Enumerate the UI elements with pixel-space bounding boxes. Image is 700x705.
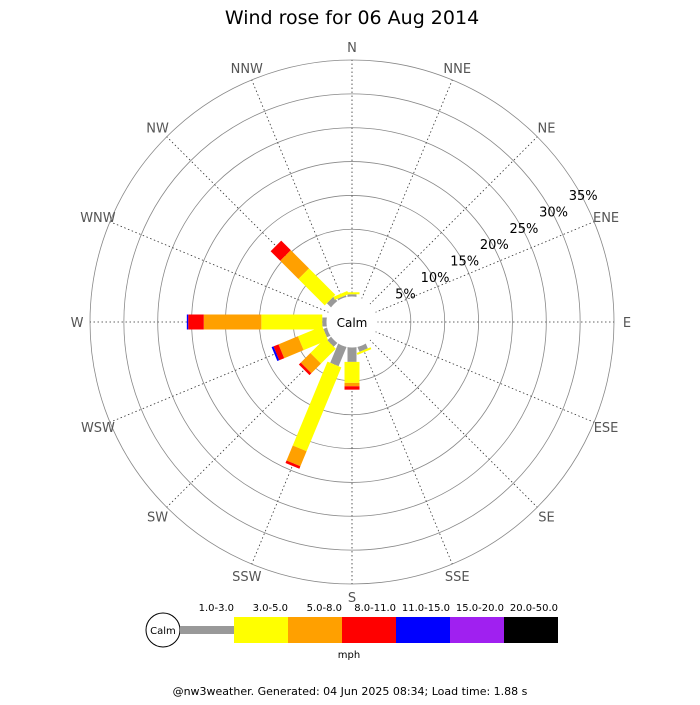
legend-swatch [180,626,234,634]
chart-title: Wind rose for 06 Aug 2014 [225,7,479,29]
ring-label: 30% [539,205,568,220]
direction-label: S [348,591,356,606]
calm-label: Calm [337,316,368,330]
grid-spoke [166,339,335,508]
legend-swatch [396,617,450,643]
direction-label: NW [146,122,169,137]
direction-label: SW [147,510,168,525]
legend-swatch [504,617,558,643]
wind-bar-segment [280,250,309,279]
legend-units: mph [338,650,360,661]
ring-label: 25% [509,222,538,237]
wind-bars [186,240,372,469]
ring-label: 15% [450,255,479,270]
wind-bar-segment [330,343,347,367]
legend-bin-label: 15.0-20.0 [456,603,504,614]
direction-label: NE [537,122,555,137]
direction-label: ENE [593,211,619,226]
legend-bin-label: 8.0-11.0 [354,603,396,614]
polar-grid [89,59,615,585]
grid-ring [123,93,581,551]
speed-legend: Calm mph 1.0-3.0 3.0-5.0 5.0-8.0 8.0-11.0 11… [145,603,558,661]
wind-bar-segment [270,240,291,261]
direction-label: NNW [231,62,263,77]
grid-spoke [369,136,538,305]
wind-bar-segment [203,314,262,330]
wind-bar-segment [322,317,328,327]
direction-label: NNE [443,62,471,77]
ring-label: 5% [395,287,416,302]
ring-labels: 5% 10%15%20%25%30%35% [395,189,597,302]
legend-swatch [288,617,342,643]
direction-label: N [347,41,357,56]
calm-circle-group: Calm [326,296,378,348]
wind-bar-segment [278,336,304,359]
wind-bar-segment [344,292,360,295]
wind-bar-segment [357,343,368,352]
wind-bar-segment [337,295,347,301]
wind-bar-segment [356,347,372,355]
direction-label: SE [538,510,554,525]
wind-bar-segment [344,361,360,383]
calm-circle [326,296,378,348]
legend-bin-label: 5.0-8.0 [307,603,342,614]
wind-bar-segment [271,346,280,362]
wind-bar-segment [186,314,189,330]
ring-label: 35% [569,189,598,204]
direction-label: WSW [81,421,115,436]
wind-bar-segment [298,268,336,306]
legend-bin-label: 11.0-15.0 [402,603,450,614]
wind-bar-segment [261,314,323,330]
wind-bar-segment [292,361,342,452]
wind-bar-segment [298,362,312,376]
legend-swatch [234,617,288,643]
wind-bar-segment [286,445,307,467]
wind-bar-segment [344,382,360,387]
direction-label: E [623,316,631,331]
direction-labels: N NNE NE ENE E ESE SE SSE S SSW SW WSW W WNW NW NNW [71,41,632,606]
wind-bar-segment [310,338,336,364]
wind-bar-segment [344,386,360,390]
wind-bar-segment [297,326,329,351]
legend-bin-label: 3.0-5.0 [253,603,288,614]
wind-bar-segment [273,344,285,361]
ring-label: 10% [421,271,450,286]
legend-bin-label: 20.0-50.0 [510,603,558,614]
footer-text: @nw3weather. Generated: 04 Jun 2025 08:3… [173,685,528,698]
wind-bar-segment [300,353,321,374]
wind-bar-segment [327,336,338,347]
wind-bar-segment [333,291,349,300]
grid-spoke [369,339,538,508]
direction-label: SSE [445,570,470,585]
wind-bar-segment [188,314,204,330]
ring-label: 20% [480,238,509,253]
legend-bin-label: 1.0-3.0 [199,603,234,614]
direction-label: ESE [594,421,619,436]
legend-calm-label: Calm [150,626,176,637]
wind-bar-segment [323,327,331,338]
direction-label: WNW [80,211,116,226]
wind-bar-segment [285,460,301,469]
direction-label: W [71,316,84,331]
legend-swatch [450,617,504,643]
wind-bar-segment [347,294,357,297]
legend-swatch [342,617,396,643]
wind-bar-segment [347,347,357,362]
direction-label: SSW [232,570,262,585]
